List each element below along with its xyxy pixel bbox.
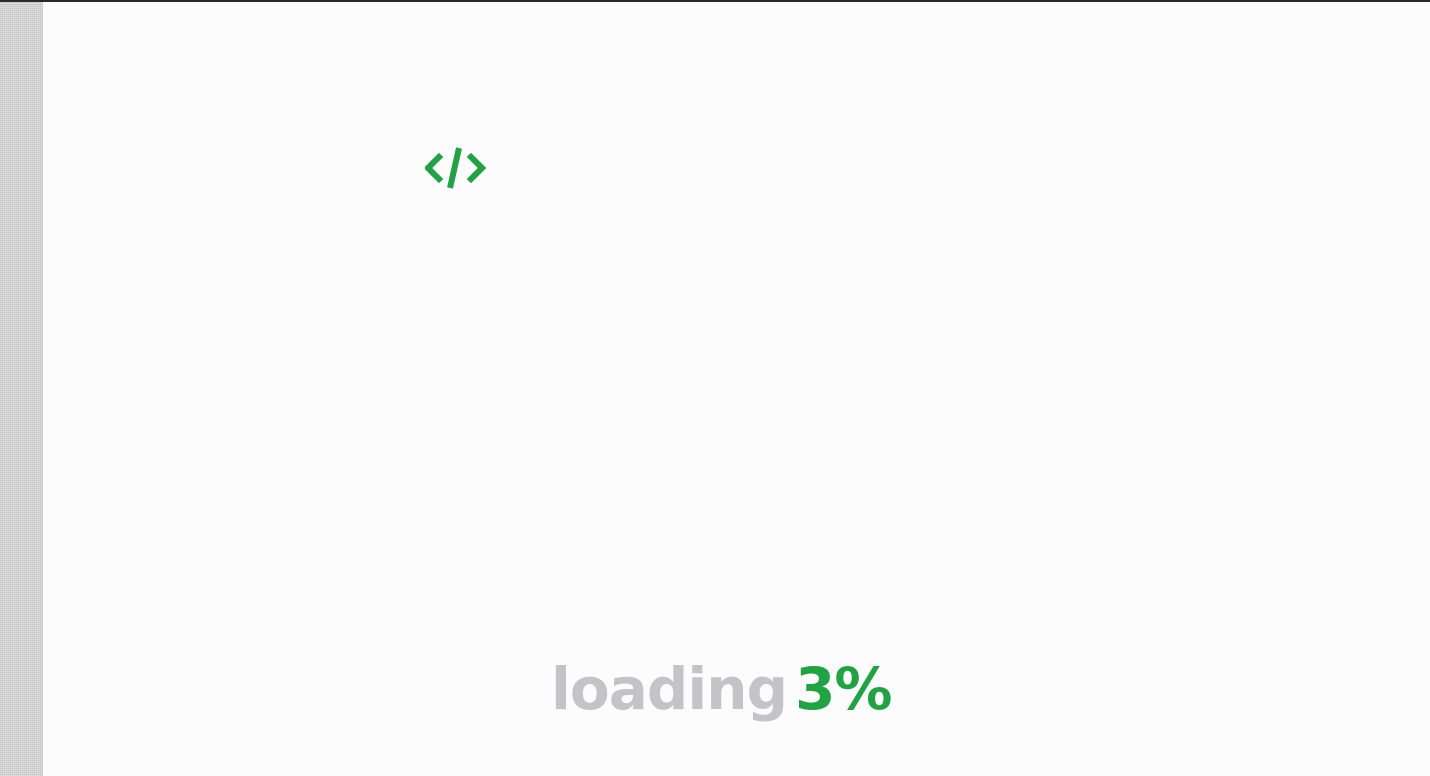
loading-percent: 3% bbox=[795, 655, 892, 723]
side-strip bbox=[0, 2, 43, 776]
code-brackets-icon bbox=[425, 146, 487, 192]
loading-label: loading bbox=[551, 655, 788, 723]
loading-status: loading 3% bbox=[551, 654, 893, 724]
